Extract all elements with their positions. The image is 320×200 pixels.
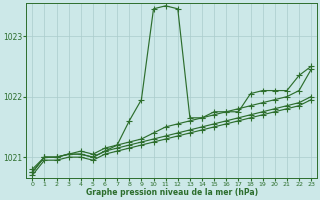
- X-axis label: Graphe pression niveau de la mer (hPa): Graphe pression niveau de la mer (hPa): [86, 188, 258, 197]
